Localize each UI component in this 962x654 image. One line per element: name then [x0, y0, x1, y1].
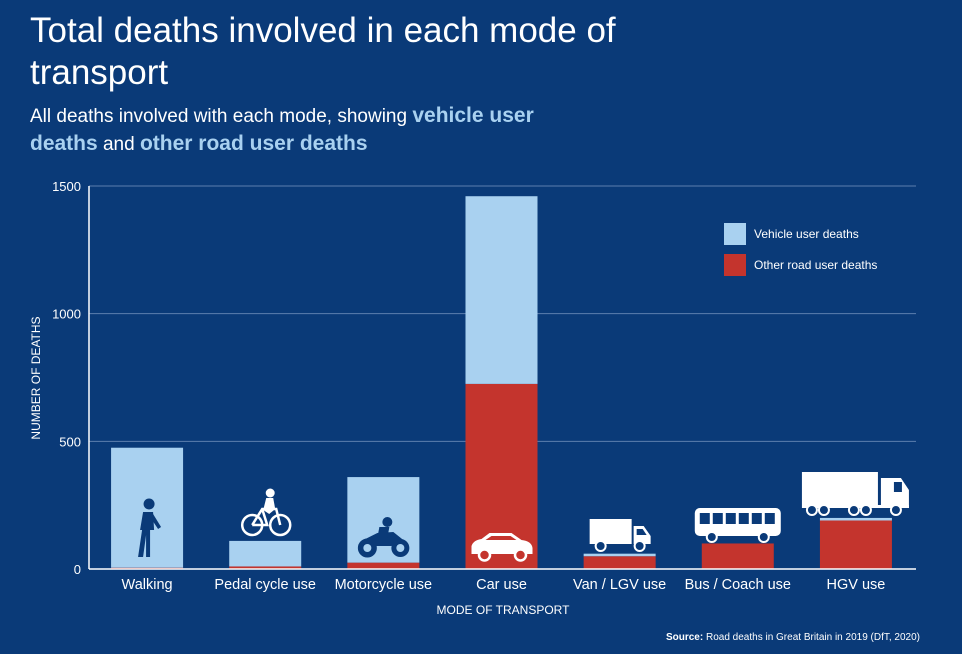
subtitle-prefix: All deaths involved with each mode, show… [30, 106, 413, 127]
x-tick-label: Van / LGV use [573, 577, 666, 593]
y-axis-label: NUMBER OF DEATHS [29, 316, 43, 439]
subtitle-highlight-other: other road user deaths [139, 132, 368, 155]
y-tick-label: 1000 [52, 307, 81, 322]
truck-icon [801, 472, 909, 516]
source-label: Source: [665, 632, 704, 643]
van-icon [589, 519, 651, 552]
legend: Vehicle user deaths Other road user death… [724, 223, 877, 276]
y-tick-label: 500 [59, 434, 81, 449]
bar-segment [465, 196, 538, 384]
bar-segment [229, 566, 302, 569]
x-tick-label: HGV use [827, 577, 886, 593]
bus-icon [694, 508, 781, 543]
y-tick-label: 0 [74, 562, 81, 577]
subtitle-highlight-vehicle: vehicle user deaths [30, 104, 534, 155]
bar-icons [138, 472, 909, 562]
chart-title: Total deaths involved in each mode of tr… [30, 11, 616, 92]
bar-segment [583, 556, 656, 569]
bar-segment [347, 562, 420, 569]
chart-subtitle: All deaths involved with each mode, show… [30, 102, 590, 158]
legend-swatch [724, 254, 746, 276]
y-tick-label: 1500 [52, 179, 81, 194]
subtitle-middle: and [97, 134, 140, 155]
bicycle-icon [240, 488, 292, 537]
bar-segment [583, 553, 656, 557]
legend-label: Vehicle user deaths [754, 227, 859, 241]
bars [111, 196, 892, 569]
bar-segment [701, 543, 774, 569]
x-tick-label: Pedal cycle use [214, 577, 316, 593]
x-tick-label: Car use [476, 577, 527, 593]
bar-segment [229, 540, 302, 567]
source-text: Road deaths in Great Britain in 2019 (Df… [705, 632, 920, 643]
legend-label: Other road user deaths [754, 258, 877, 272]
car-icon [471, 533, 533, 562]
x-axis-label: MODE OF TRANSPORT [437, 603, 571, 617]
y-tick-labels: 0 500 1000 1500 [52, 179, 81, 577]
bar-segment [819, 520, 892, 569]
bar-segment [819, 517, 892, 521]
source-note: Source: Road deaths in Great Britain in … [666, 632, 920, 643]
x-tick-labels: Walking Pedal cycle use Motorcycle use Car … [122, 577, 886, 593]
legend-swatch [724, 223, 746, 245]
x-tick-label: Walking [122, 577, 173, 593]
x-tick-label: Bus / Coach use [685, 577, 791, 593]
motorcycle-icon [357, 517, 410, 558]
pedestrian-icon [138, 498, 162, 557]
x-tick-label: Motorcycle use [335, 577, 433, 593]
